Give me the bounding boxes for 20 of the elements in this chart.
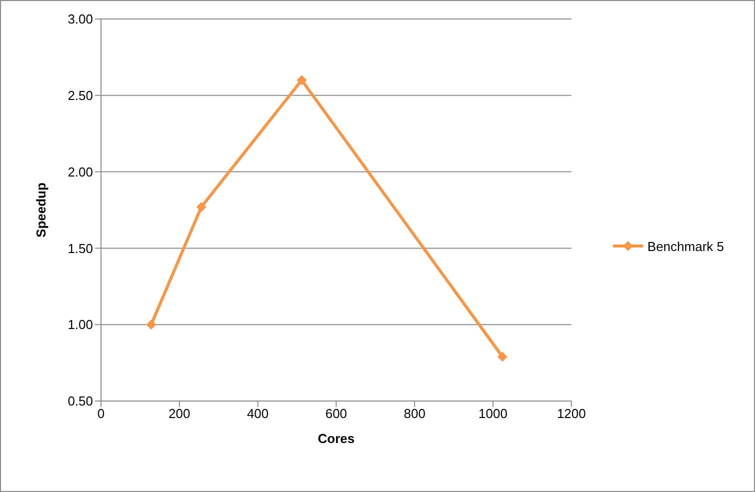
x-axis-title: Cores xyxy=(318,431,355,446)
point xyxy=(146,320,156,330)
y-tick-label: 2.00 xyxy=(68,164,93,180)
legend-label: Benchmark 5 xyxy=(647,238,724,254)
point xyxy=(497,352,508,362)
y-tick-label: 0.50 xyxy=(68,394,93,409)
x-tick-label: 1200 xyxy=(556,406,586,422)
x-tick-label: 1000 xyxy=(478,406,508,422)
y-tick-label: 1.50 xyxy=(68,240,93,256)
y-axis-title: Speedup xyxy=(34,182,49,238)
y-tick-label: 3.00 xyxy=(68,12,93,27)
point xyxy=(296,75,307,86)
x-tick-label: 200 xyxy=(168,406,190,422)
x-tick-label: 400 xyxy=(246,406,269,422)
x-tick-label: 600 xyxy=(325,406,348,422)
x-tick-label: 0 xyxy=(97,406,105,422)
x-tick-label: 800 xyxy=(404,406,426,422)
point xyxy=(196,202,206,212)
y-tick-label: 1.00 xyxy=(68,317,93,332)
y-tick-label: 2.50 xyxy=(68,88,93,104)
